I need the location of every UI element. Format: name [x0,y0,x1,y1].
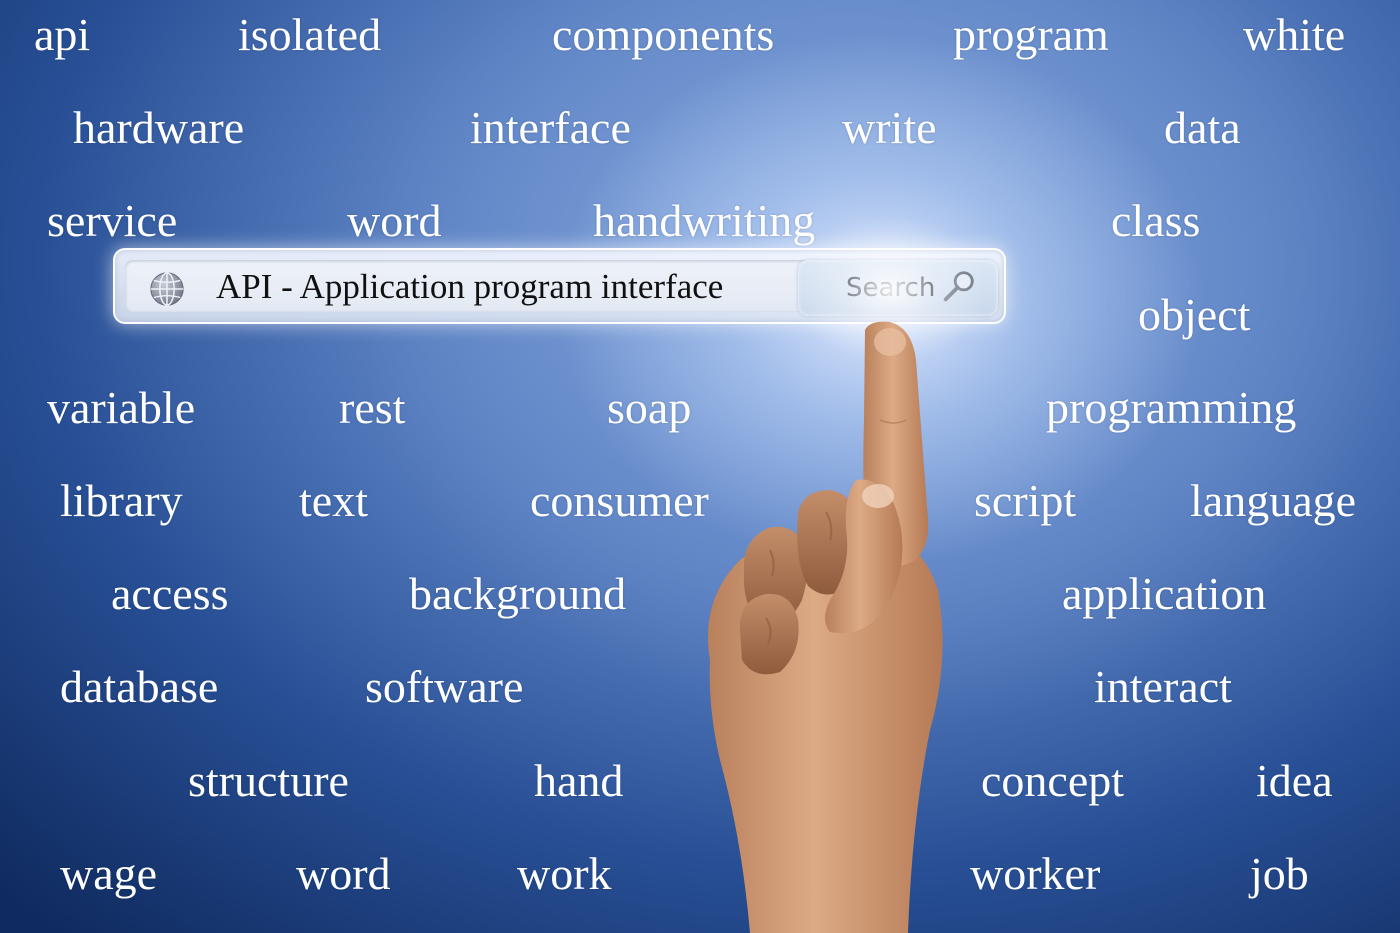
word-tag: rest [339,382,406,433]
word-tag: application [1062,568,1267,619]
word-tag: job [1250,848,1309,899]
word-tag: word [347,195,442,246]
word-tag: variable [47,382,196,433]
word-tag: object [1138,289,1251,340]
word-tag: components [552,9,775,60]
word-tag: interface [470,102,631,153]
word-tag: soap [607,382,692,433]
search-input[interactable]: API - Application program interface [216,267,724,306]
word-tag: access [111,568,229,619]
word-tag: programming [1046,382,1297,433]
word-tag: data [1164,102,1241,153]
word-tag: word [296,848,391,899]
search-button-label: Search [846,273,936,303]
word-tag: handwriting [593,195,816,246]
word-tag: library [60,475,183,526]
word-tag: api [34,9,91,60]
word-tag: program [953,9,1109,60]
word-tag: wage [60,848,158,899]
word-tag: hand [534,755,624,806]
word-tag: service [47,195,178,246]
globe-icon [150,272,184,306]
word-tag: write [842,102,937,153]
word-tag: background [409,568,627,619]
word-tag: script [974,475,1077,526]
word-tag: structure [188,755,349,806]
word-tag: language [1190,475,1357,526]
word-tag: consumer [530,475,709,526]
word-tag: white [1243,9,1346,60]
word-tag: idea [1256,755,1333,806]
word-tag: concept [981,755,1125,806]
word-tag: isolated [238,9,382,60]
word-tag: worker [970,848,1101,899]
word-tag: database [60,661,219,712]
word-tag: text [299,475,368,526]
pointing-hand [708,321,943,933]
word-tag: work [517,848,612,899]
word-tag: software [365,661,524,712]
word-tag: hardware [73,102,245,153]
word-tag: class [1111,195,1201,246]
word-tag: interact [1094,661,1232,712]
